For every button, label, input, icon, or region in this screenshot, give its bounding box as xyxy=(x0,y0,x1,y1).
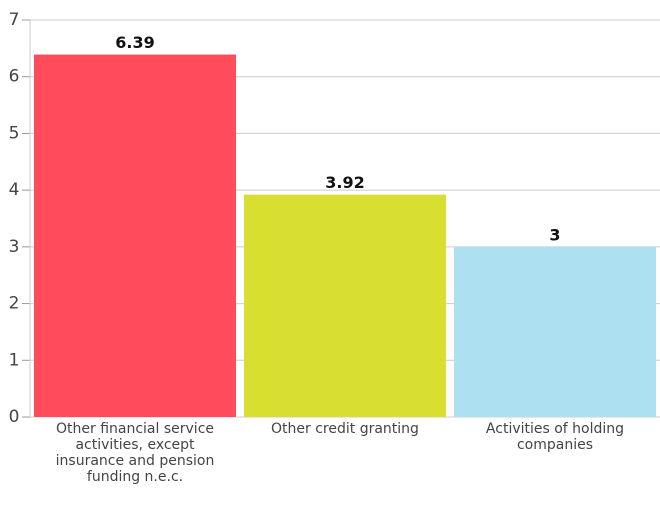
data-label: 6.39 xyxy=(115,33,154,52)
y-tick-label: 3 xyxy=(9,237,20,257)
x-tick-label: Activities of holding companies xyxy=(485,421,625,453)
x-tick-label: Other credit granting xyxy=(271,421,419,437)
y-tick-label: 2 xyxy=(9,294,20,314)
y-tick-label: 6 xyxy=(9,67,20,87)
bar xyxy=(454,246,656,417)
bar xyxy=(244,194,446,417)
data-label: 3.92 xyxy=(325,173,364,192)
y-tick-label: 0 xyxy=(9,407,20,427)
y-tick-label: 1 xyxy=(9,350,20,370)
y-tick-label: 7 xyxy=(9,10,20,30)
y-tick-label: 5 xyxy=(9,123,20,143)
bar xyxy=(34,54,236,418)
data-label: 3 xyxy=(549,225,560,244)
x-tick-label: Other financial service activities, exce… xyxy=(55,421,215,485)
y-tick-label: 4 xyxy=(9,180,20,200)
